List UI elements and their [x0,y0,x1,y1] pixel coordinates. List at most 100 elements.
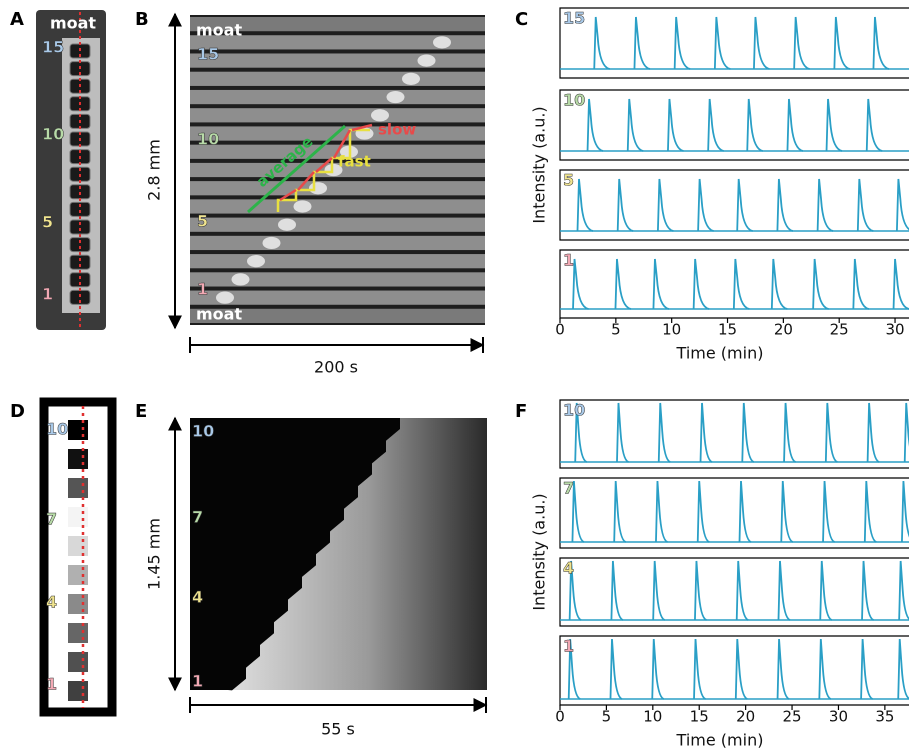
x-axis-label: Time (min) [676,731,764,749]
trace-name: 1 [563,251,574,270]
plot-frame [559,635,909,706]
spike [651,638,665,700]
kymo-spot [262,236,281,250]
plot-frame [559,169,909,241]
plot-frame [559,89,909,161]
chamber [68,420,88,440]
spike [777,560,791,621]
spike [652,258,670,310]
spike [696,480,710,543]
kymo-row [190,89,485,105]
spike [616,402,629,463]
spike [576,178,594,232]
height-label: 1.45 mm [145,518,164,590]
plot-frame [559,7,909,79]
spike [586,98,604,152]
spike [571,480,585,543]
channel-number: 15 [197,45,219,64]
panel-letter: D [10,401,25,422]
y-axis-label: Intensity (a.u.) [530,106,549,223]
x-tick-label: 0 [555,321,565,339]
spike [783,402,797,463]
spike [898,560,909,621]
average-line [247,124,346,214]
spike [667,98,684,152]
kymo-spot [417,54,436,67]
panel-letter: C [515,9,528,30]
spike [895,178,909,232]
x-tick-label: 10 [662,321,681,339]
spike [655,480,668,543]
kymo-spot [309,182,327,195]
spike [892,258,909,310]
spike [852,258,870,310]
spike [673,16,691,70]
chamber [68,449,88,469]
channel-number: 4 [192,588,203,607]
trace-name: 1 [563,637,574,656]
spike [776,638,790,700]
channel-number: 7 [192,508,203,527]
trace-name: 10 [563,401,585,420]
spike [861,560,874,621]
trace-name: 15 [563,9,585,28]
chamber [68,478,88,498]
trace-name: 7 [563,479,574,498]
spike [793,16,810,70]
kymo-row [190,181,485,196]
x-tick-label: 15 [690,708,709,726]
kymo-spot [386,90,405,104]
channel-number: 15 [42,38,64,57]
spike [901,480,909,543]
kymo-row [190,53,485,68]
spike [734,638,748,700]
spike [626,98,644,152]
panel-letter: B [135,9,149,30]
spike [825,98,843,152]
spike [818,638,832,700]
x-tick-label: 25 [830,321,849,339]
spike [610,560,624,621]
kymo-row [190,254,485,269]
spike [699,402,713,463]
spike [692,258,710,310]
kymo-row [190,217,485,232]
spike [707,98,724,152]
channel-number: 1 [46,675,57,694]
chamber [69,254,91,270]
channel-number: 1 [42,285,53,304]
spike [652,560,666,621]
spike [609,638,623,700]
spike [770,258,788,310]
spike [819,560,833,621]
spike [822,480,836,543]
spike [776,178,794,232]
chamber [68,565,88,585]
trace-name: 10 [563,91,585,110]
kymo-row [190,35,485,50]
plot-frame [559,399,909,469]
channel-number: 10 [197,130,219,149]
kymo-row [190,235,485,251]
chamber [68,623,88,643]
slow-path [279,123,373,202]
kymo-row [190,290,485,305]
channel-number: 10 [42,125,64,144]
channel-number: 5 [197,212,208,231]
chamber [68,507,88,527]
x-tick-label: 5 [602,708,612,726]
height-label: 2.8 mm [145,139,164,201]
spike [567,638,581,700]
time-label: 200 s [314,358,358,377]
moat-label: moat [50,14,96,33]
x-tick-label: 0 [555,708,565,726]
plot-frame [559,249,909,319]
x-tick-label: 25 [783,708,802,726]
spike [656,178,674,232]
spike [738,480,752,543]
spike [872,16,890,70]
spike [713,16,731,70]
panel-letter: A [10,9,24,30]
panel-letter: E [135,401,147,422]
